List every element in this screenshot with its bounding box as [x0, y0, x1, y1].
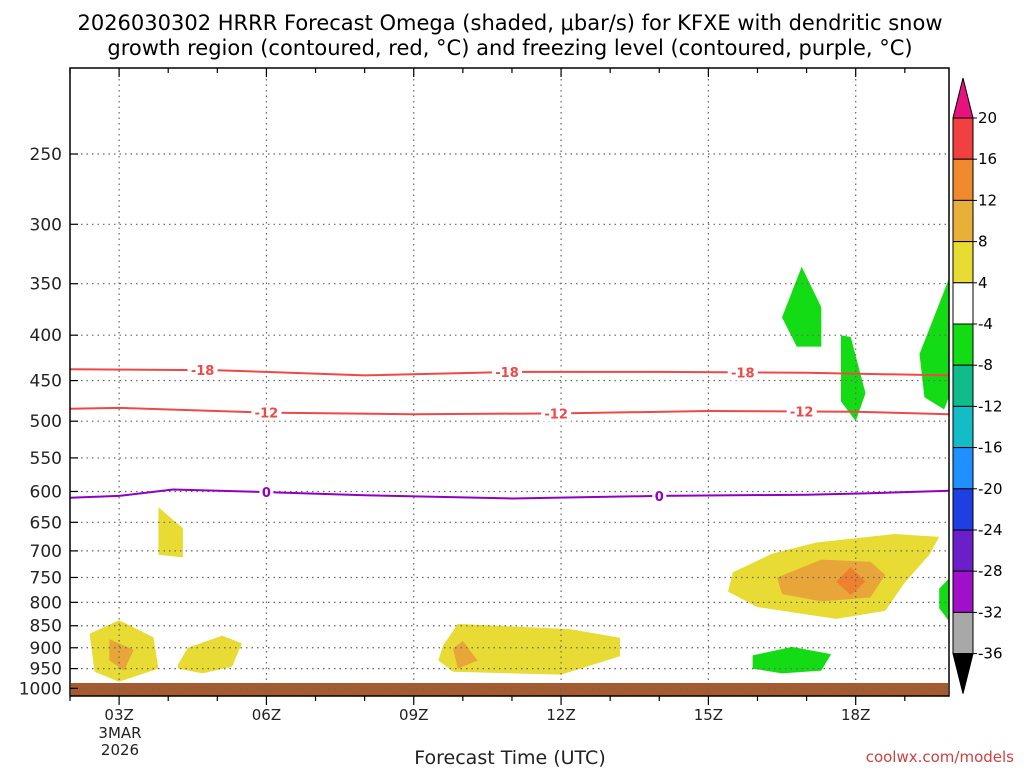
colorbar-label-12: -28	[978, 562, 1003, 580]
x-axis-forecast-time: 03Z 06Z 09Z 12Z 15Z 18Z	[69, 68, 906, 724]
colorbar-label-5: 4	[978, 274, 988, 292]
x-tick-label-09Z: 09Z	[399, 706, 428, 724]
grid-lines	[70, 68, 949, 696]
omega-region-positive-9	[836, 567, 866, 596]
contour-label-bg	[786, 403, 817, 420]
colorbar-label-4: 8	[978, 233, 988, 251]
x-tick-label-12Z: 12Z	[546, 706, 575, 724]
colorbar-label-2: 16	[978, 150, 997, 168]
colorbar-swatch-1	[952, 117, 974, 160]
contour-label-2-3: -12	[790, 406, 814, 421]
contour-label-bg	[541, 405, 572, 422]
y-tick-label-850: 850	[30, 617, 62, 637]
y-tick-label-550: 550	[30, 449, 62, 469]
contour-label-bg	[251, 404, 282, 421]
omega-region-positive-5	[438, 623, 620, 675]
colorbar-swatch-5	[952, 282, 974, 325]
y-tick-label-700: 700	[30, 542, 62, 562]
x-tick-label-18Z: 18Z	[841, 706, 870, 724]
y-tick-label-950: 950	[30, 660, 62, 680]
contour-label-bg	[259, 484, 274, 501]
colorbar-label-3: 12	[978, 191, 997, 209]
y-tick-label-800: 800	[30, 593, 62, 613]
omega-region-negative-14	[752, 646, 832, 674]
plot-frame	[69, 67, 950, 697]
y-tick-label-650: 650	[30, 513, 62, 533]
contour-line-2	[69, 406, 950, 416]
contour-label-1-1: -18	[191, 364, 215, 379]
temperature-contours: -18 -18 -18 -12 -12 -12 0 0	[69, 362, 950, 505]
colorbar-label-9: -16	[978, 439, 1003, 457]
contour-label-bg	[187, 362, 218, 379]
chart-title-line2: growth region (contoured, red, °C) and f…	[107, 36, 912, 60]
contour-label-3-2: 0	[655, 490, 664, 505]
colorbar-swatch-4	[952, 241, 974, 284]
colorbar-label-8: -12	[978, 397, 1003, 415]
omega-region-negative-10	[782, 266, 822, 347]
x-tick-label-15Z: 15Z	[694, 706, 723, 724]
contour-label-1-2: -18	[495, 366, 519, 381]
omega-region-positive-3	[158, 507, 183, 558]
contour-line-3	[69, 488, 950, 500]
omega-region-positive-4	[178, 635, 242, 674]
surface-band	[71, 683, 948, 696]
omega-region-positive-6	[453, 640, 478, 669]
colorbar-swatch-3	[952, 199, 974, 243]
x-axis-label: Forecast Time (UTC)	[414, 747, 605, 768]
contour-label-bg	[492, 364, 523, 381]
omega-shading	[89, 266, 949, 682]
omega-region-positive-8	[777, 559, 886, 602]
contour-label-2-2: -12	[544, 407, 568, 422]
colorbar-swatch-7	[952, 364, 974, 407]
colorbar-label-13: -32	[978, 603, 1003, 621]
colorbar-swatch-11	[952, 529, 974, 572]
y-tick-label-250: 250	[30, 145, 62, 165]
y-tick-label-450: 450	[30, 372, 62, 392]
colorbar-top-arrow	[952, 77, 974, 119]
y-tick-label-400: 400	[30, 326, 62, 346]
colorbar-label-1: 20	[978, 109, 997, 127]
contour-label-2-1: -12	[255, 407, 279, 422]
colorbar-swatch-13	[952, 611, 974, 655]
y-tick-label-350: 350	[30, 275, 62, 295]
omega-region-negative-11	[841, 335, 866, 422]
colorbar-label-7: -8	[978, 356, 993, 374]
date-label-year: 2026	[101, 741, 139, 759]
colorbar-swatch-12	[952, 570, 974, 613]
x-tick-label-06Z: 06Z	[252, 706, 281, 724]
omega-region-negative-13	[939, 578, 949, 622]
y-tick-label-600: 600	[30, 482, 62, 502]
contour-label-bg	[652, 487, 667, 504]
y-tick-label-900: 900	[30, 639, 62, 659]
date-label-day: 3MAR	[98, 724, 141, 742]
colorbar-label-10: -20	[978, 480, 1003, 498]
omega-colorbar: 20 16 12 8 4 -4 -8 -12 -16 -20 -24 -28 -32 -36	[952, 77, 1003, 694]
chart-title-line1: 2026030302 HRRR Forecast Omega (shaded, …	[77, 11, 942, 35]
colorbar-swatch-2	[952, 158, 974, 201]
plot-area: -18 -18 -18 -12 -12 -12 0 0	[69, 67, 950, 697]
colorbar-swatch-10	[952, 488, 974, 531]
contour-label-1-3: -18	[731, 366, 755, 381]
contour-label-bg	[727, 364, 758, 381]
credit-text: coolwx.com/models	[866, 748, 1014, 766]
colorbar-swatch-6	[952, 323, 974, 366]
contour-label-3-1: 0	[262, 486, 271, 501]
colorbar-label-6: -4	[978, 315, 993, 333]
y-tick-label-1000: 1000	[19, 679, 62, 699]
y-tick-label-750: 750	[30, 568, 62, 588]
y-tick-label-500: 500	[30, 412, 62, 432]
colorbar-swatch-9	[952, 447, 974, 490]
colorbar-swatch-8	[952, 405, 974, 449]
omega-region-positive-2	[109, 639, 134, 671]
y-axis-pressure: 2503003504004505005506006507007508008509…	[19, 145, 78, 699]
colorbar-bottom-arrow	[952, 653, 974, 694]
omega-region-negative-12	[919, 278, 949, 410]
x-tick-label-03Z: 03Z	[104, 706, 133, 724]
colorbar-label-11: -24	[978, 521, 1003, 539]
colorbar-label-14: -36	[978, 645, 1003, 663]
y-tick-label-300: 300	[30, 215, 62, 235]
